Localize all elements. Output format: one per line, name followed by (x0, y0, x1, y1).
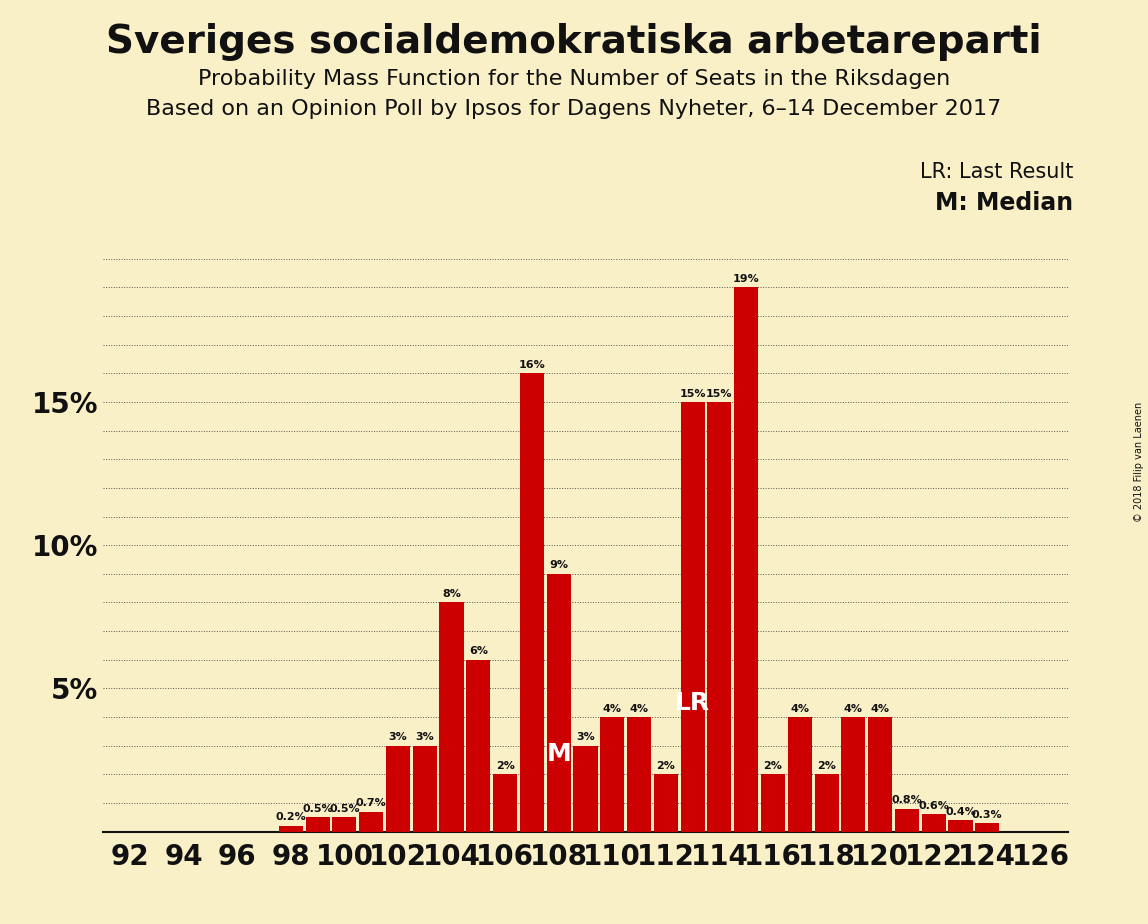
Bar (600, 717, 625, 832)
Text: © 2018 Filip van Laenen: © 2018 Filip van Laenen (1134, 402, 1143, 522)
Text: 19%: 19% (732, 274, 760, 284)
Bar (761, 774, 785, 832)
Text: LR: LR (675, 691, 711, 714)
Text: 0.6%: 0.6% (918, 801, 949, 811)
Text: 2%: 2% (817, 760, 836, 771)
Bar (305, 817, 329, 832)
Bar (788, 717, 812, 832)
Text: 3%: 3% (416, 732, 434, 742)
Text: 3%: 3% (389, 732, 408, 742)
Bar (653, 774, 677, 832)
Text: 4%: 4% (629, 703, 649, 713)
Bar (707, 402, 731, 832)
Text: Probability Mass Function for the Number of Seats in the Riksdagen: Probability Mass Function for the Number… (197, 69, 951, 90)
Bar (466, 660, 490, 832)
Bar (279, 826, 303, 832)
Text: LR: Last Result: LR: Last Result (920, 162, 1073, 182)
Text: 3%: 3% (576, 732, 595, 742)
Bar (440, 602, 464, 832)
Text: 0.5%: 0.5% (329, 804, 359, 814)
Text: M: Median: M: Median (936, 191, 1073, 215)
Text: 4%: 4% (870, 703, 890, 713)
Text: 2%: 2% (496, 760, 514, 771)
Text: 0.3%: 0.3% (972, 809, 1002, 820)
Text: 0.4%: 0.4% (945, 807, 976, 817)
Bar (573, 746, 597, 832)
Bar (734, 287, 758, 832)
Bar (412, 746, 436, 832)
Text: 0.5%: 0.5% (302, 804, 333, 814)
Bar (948, 821, 972, 832)
Bar (922, 814, 946, 832)
Text: 15%: 15% (706, 388, 732, 398)
Text: M: M (546, 742, 571, 766)
Bar (546, 574, 571, 832)
Bar (492, 774, 517, 832)
Text: 4%: 4% (844, 703, 863, 713)
Text: 15%: 15% (680, 388, 706, 398)
Bar (894, 808, 918, 832)
Text: 8%: 8% (442, 589, 461, 599)
Bar (814, 774, 838, 832)
Text: 16%: 16% (519, 359, 545, 370)
Text: 0.7%: 0.7% (356, 798, 387, 808)
Bar (332, 817, 356, 832)
Bar (386, 746, 410, 832)
Text: 9%: 9% (549, 560, 568, 570)
Text: 2%: 2% (763, 760, 783, 771)
Bar (868, 717, 892, 832)
Text: 6%: 6% (468, 646, 488, 656)
Bar (681, 402, 705, 832)
Text: 2%: 2% (657, 760, 675, 771)
Bar (627, 717, 651, 832)
Bar (520, 373, 544, 832)
Bar (841, 717, 866, 832)
Text: Sveriges socialdemokratiska arbetareparti: Sveriges socialdemokratiska arbetarepart… (106, 23, 1042, 61)
Text: 4%: 4% (603, 703, 622, 713)
Text: 4%: 4% (790, 703, 809, 713)
Bar (359, 811, 383, 832)
Text: 0.8%: 0.8% (892, 796, 922, 805)
Text: 0.2%: 0.2% (276, 812, 307, 822)
Bar (975, 823, 999, 832)
Text: Based on an Opinion Poll by Ipsos for Dagens Nyheter, 6–14 December 2017: Based on an Opinion Poll by Ipsos for Da… (147, 99, 1001, 119)
